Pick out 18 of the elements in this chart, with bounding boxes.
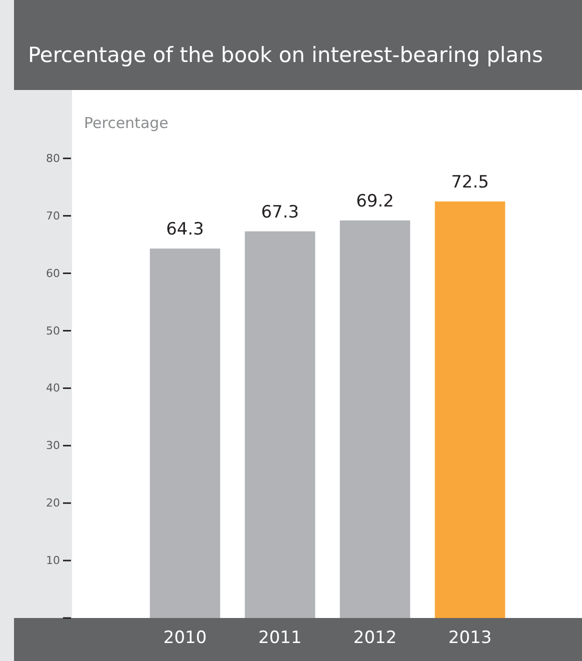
y-tick-label: 50	[46, 324, 60, 338]
y-tick-label: 80	[46, 152, 60, 165]
y-axis-title: Percentage	[84, 114, 168, 132]
data-label: 67.3	[261, 202, 299, 222]
y-tick-label: 70	[46, 209, 60, 222]
data-label: 64.3	[166, 220, 204, 240]
y-tick-label: 60	[46, 266, 60, 280]
y-tick-label: 40	[46, 382, 60, 395]
y-tick-label: 30	[46, 439, 60, 452]
x-tick-label: 2013	[448, 628, 492, 648]
y-tick-label: 20	[46, 496, 60, 510]
y-tick-label: 10	[46, 554, 60, 568]
x-tick-label: 2011	[258, 628, 302, 648]
chart-title: Percentage of the book on interest-bearing plans	[28, 43, 543, 67]
data-label: 72.5	[451, 172, 489, 192]
data-label: 69.2	[356, 191, 394, 212]
x-tick-label: 2012	[353, 628, 397, 648]
x-tick-label: 2010	[163, 628, 207, 648]
